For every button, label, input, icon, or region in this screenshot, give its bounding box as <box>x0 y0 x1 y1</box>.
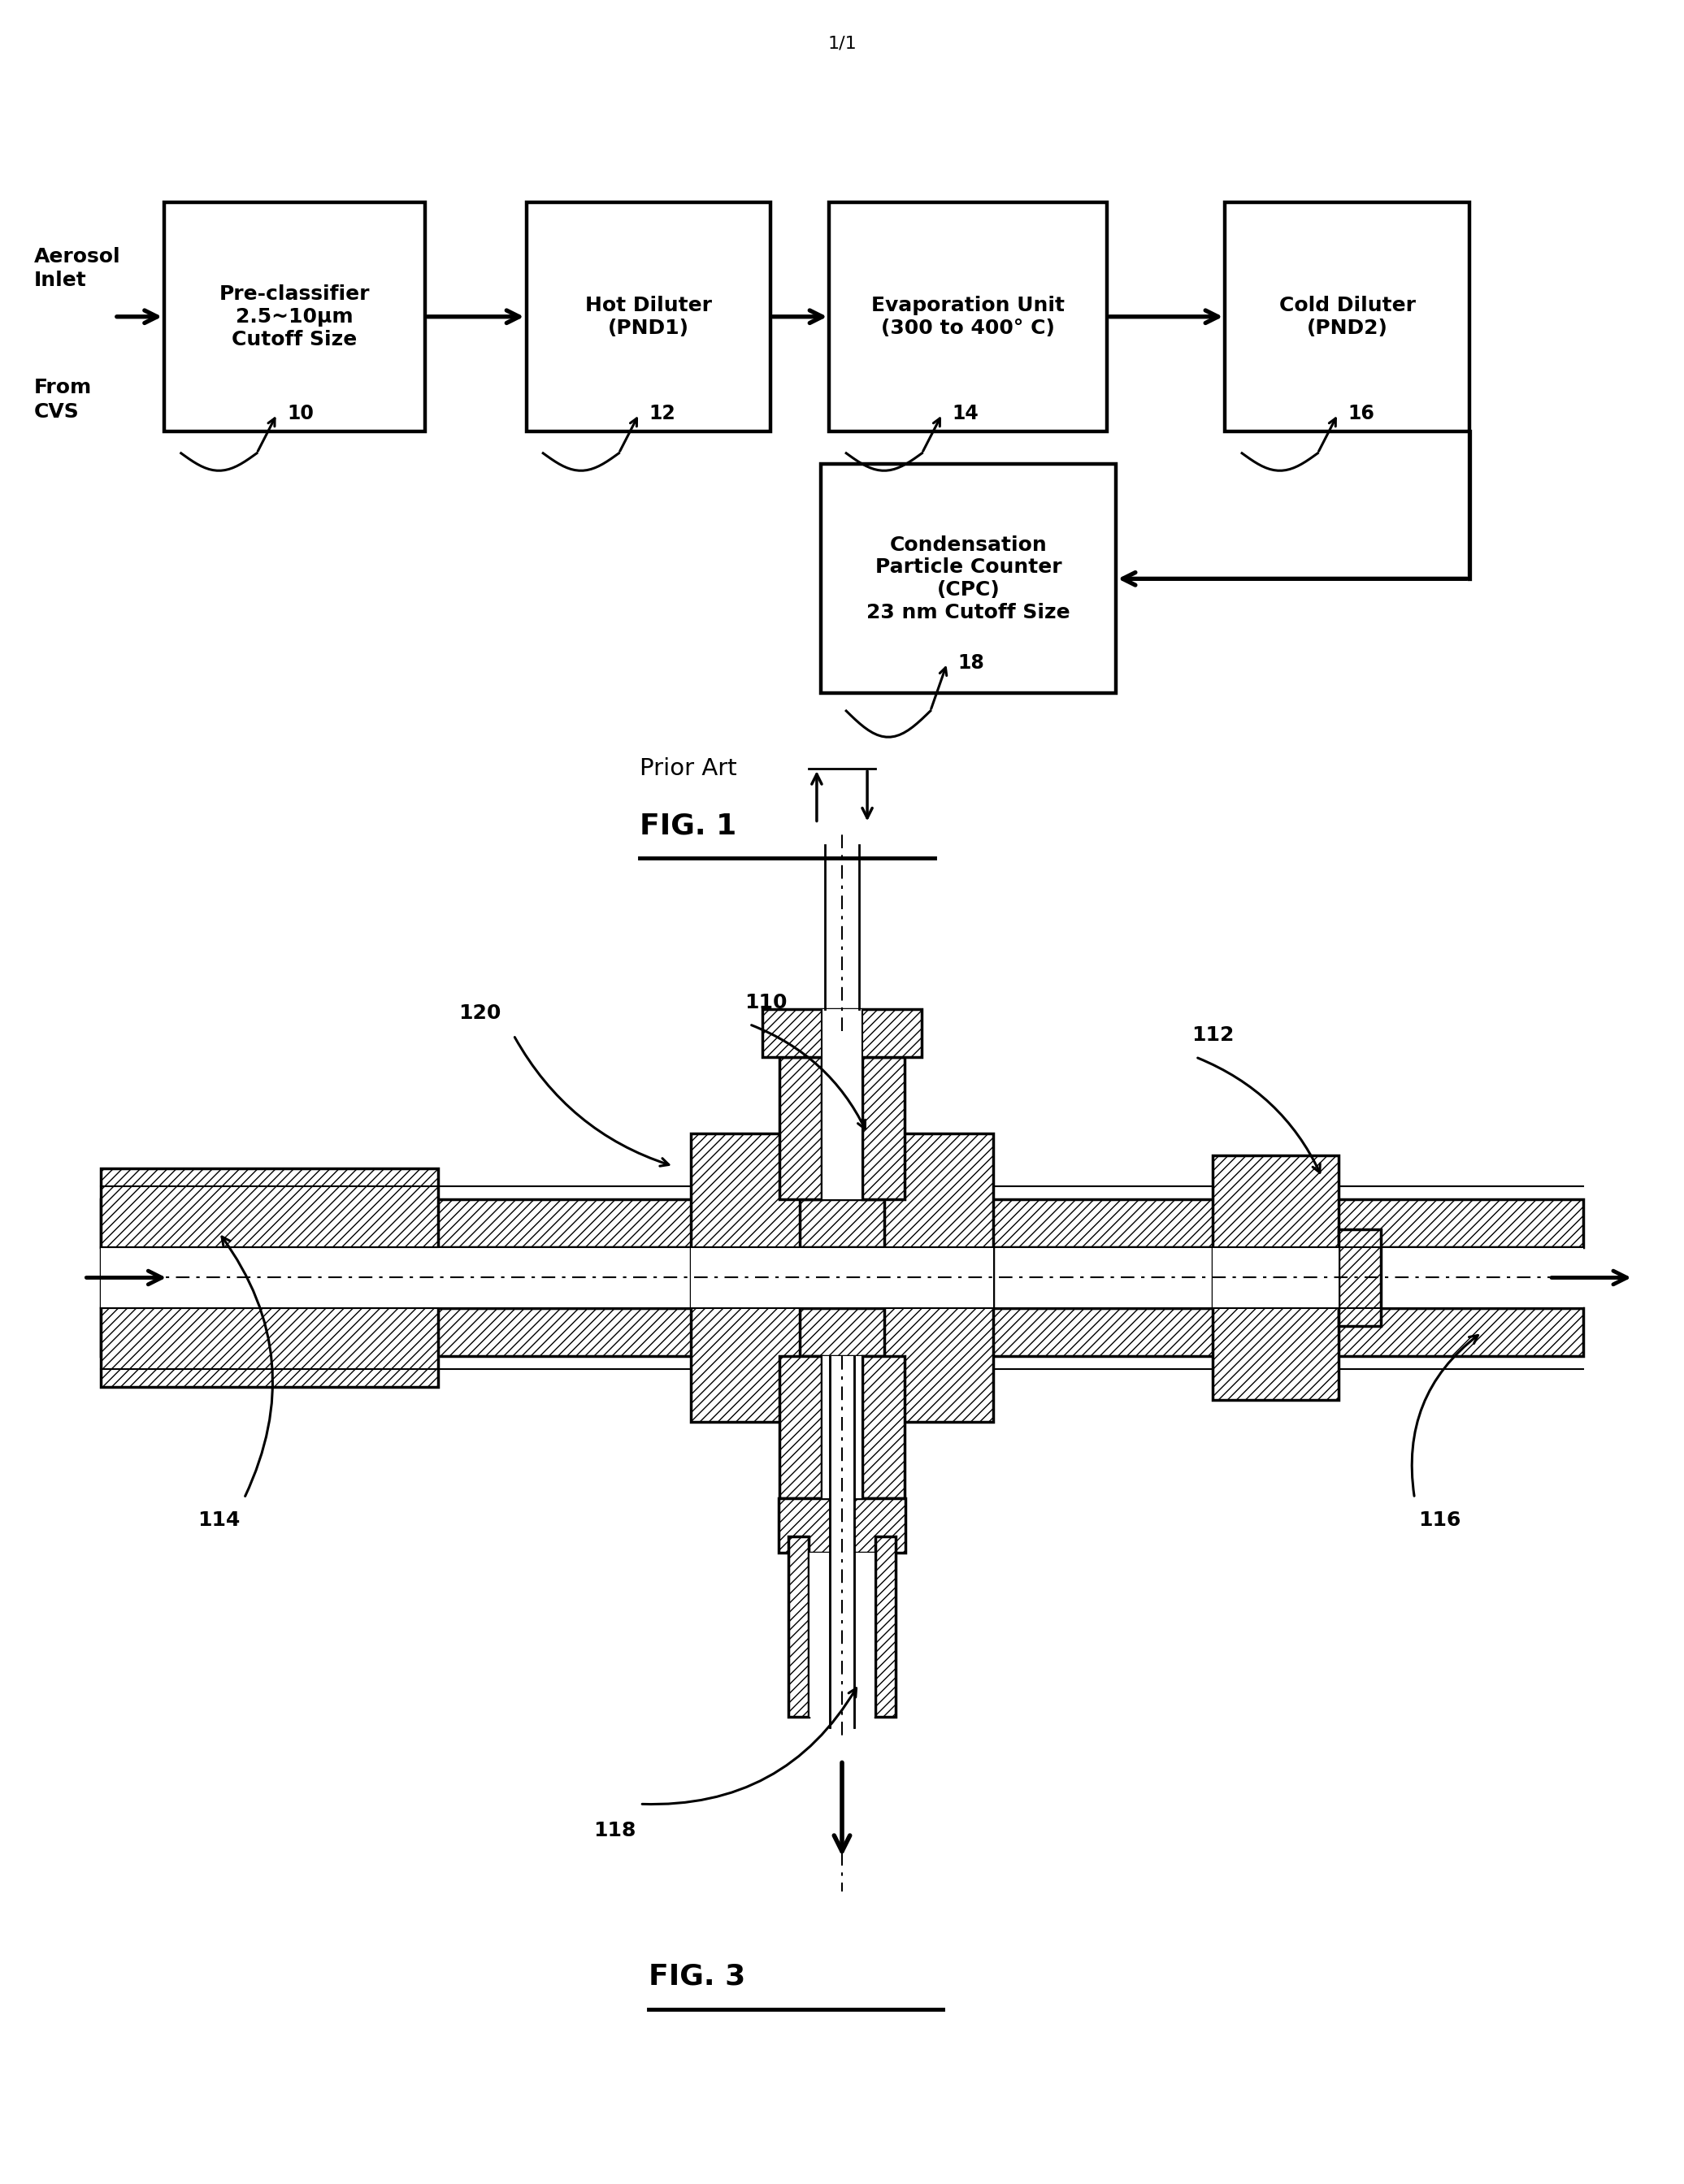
Bar <box>101 1168 438 1387</box>
Bar <box>830 1356 854 1728</box>
Text: 10: 10 <box>286 404 313 424</box>
Text: 1/1: 1/1 <box>827 35 857 50</box>
Text: Aerosol
Inlet: Aerosol Inlet <box>34 247 120 290</box>
Text: Evaporation Unit
(300 to 400° C): Evaporation Unit (300 to 400° C) <box>872 295 1064 339</box>
Bar <box>822 1356 862 1498</box>
Bar <box>876 1538 896 1717</box>
Text: 120: 120 <box>458 1005 502 1022</box>
Text: 14: 14 <box>953 404 978 424</box>
Bar <box>778 1498 906 1553</box>
FancyBboxPatch shape <box>829 203 1108 432</box>
Bar <box>822 1009 862 1199</box>
Text: Hot Diluter
(PND1): Hot Diluter (PND1) <box>584 295 712 339</box>
FancyBboxPatch shape <box>822 465 1115 695</box>
Bar <box>101 1308 1583 1356</box>
Bar <box>1212 1247 1339 1308</box>
Text: Prior Art: Prior Art <box>640 758 738 780</box>
Text: 112: 112 <box>1191 1026 1234 1044</box>
Text: 16: 16 <box>1349 404 1374 424</box>
Bar <box>101 1199 1583 1247</box>
Bar <box>780 1057 822 1199</box>
Bar <box>808 1553 876 1717</box>
Bar <box>788 1538 808 1717</box>
FancyBboxPatch shape <box>163 203 424 432</box>
Text: Pre-classifier
2.5~10μm
Cutoff Size: Pre-classifier 2.5~10μm Cutoff Size <box>219 284 370 349</box>
FancyBboxPatch shape <box>1226 203 1468 432</box>
Text: FIG. 1: FIG. 1 <box>640 812 738 839</box>
Bar <box>690 1247 994 1308</box>
Bar <box>884 1133 994 1422</box>
Text: 116: 116 <box>1418 1511 1462 1529</box>
Bar <box>690 1133 800 1422</box>
Text: Cold Diluter
(PND2): Cold Diluter (PND2) <box>1278 295 1416 339</box>
Text: 118: 118 <box>593 1821 637 1839</box>
Bar <box>101 1247 1583 1308</box>
Text: 18: 18 <box>957 653 983 673</box>
Bar <box>780 1356 822 1498</box>
FancyBboxPatch shape <box>525 203 771 432</box>
Bar <box>1212 1155 1339 1400</box>
Bar <box>761 1009 923 1057</box>
Bar <box>101 1247 438 1308</box>
Bar <box>862 1057 904 1199</box>
Text: FIG. 3: FIG. 3 <box>648 1963 746 1990</box>
Text: Condensation
Particle Counter
(CPC)
23 nm Cutoff Size: Condensation Particle Counter (CPC) 23 n… <box>867 535 1069 622</box>
Bar <box>1339 1230 1381 1326</box>
Text: 114: 114 <box>197 1511 241 1529</box>
Text: From
CVS: From CVS <box>34 378 91 422</box>
Bar <box>862 1356 904 1498</box>
Text: 110: 110 <box>744 994 788 1011</box>
Text: 12: 12 <box>650 404 675 424</box>
